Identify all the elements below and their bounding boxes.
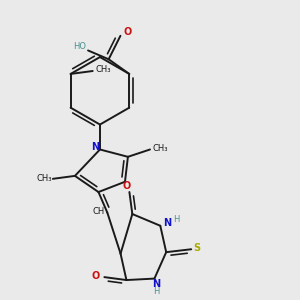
- Text: H: H: [173, 215, 180, 224]
- Text: CH: CH: [92, 207, 105, 216]
- Text: N: N: [164, 218, 172, 228]
- Text: H: H: [153, 287, 159, 296]
- Text: HO: HO: [73, 42, 86, 51]
- Text: N: N: [92, 142, 100, 152]
- Text: O: O: [92, 271, 100, 281]
- Text: CH₃: CH₃: [95, 65, 111, 74]
- Text: S: S: [194, 243, 201, 253]
- Text: N: N: [152, 280, 160, 290]
- Text: O: O: [122, 181, 130, 191]
- Text: CH₃: CH₃: [36, 174, 52, 183]
- Text: CH₃: CH₃: [153, 143, 168, 152]
- Text: O: O: [124, 27, 132, 37]
